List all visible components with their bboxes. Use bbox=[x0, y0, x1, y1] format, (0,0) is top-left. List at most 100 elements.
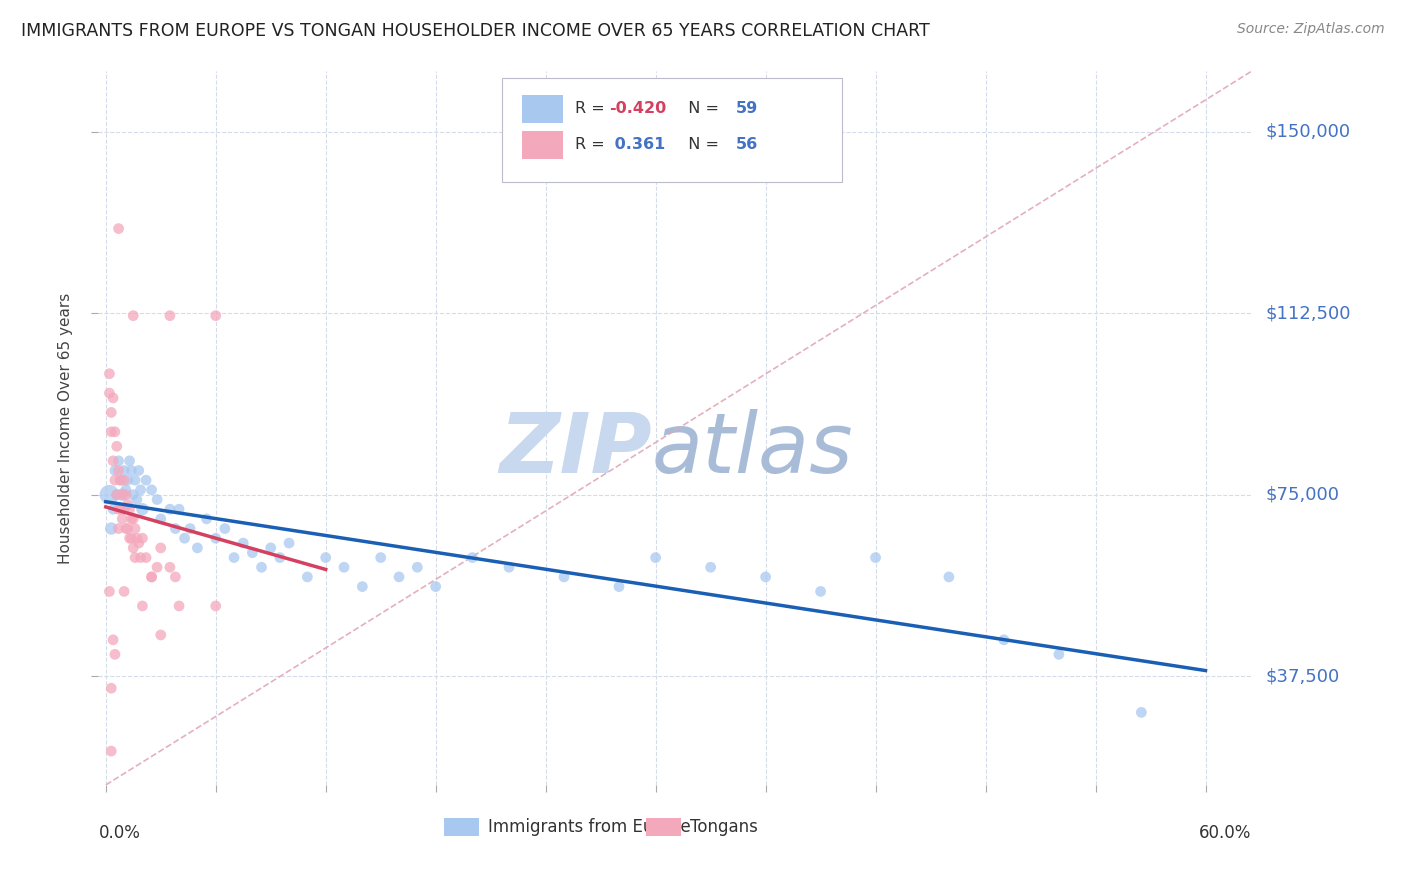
Point bbox=[810, 584, 832, 599]
Point bbox=[159, 309, 181, 323]
Y-axis label: Householder Income Over 65 years: Householder Income Over 65 years bbox=[58, 293, 73, 564]
Point bbox=[112, 502, 135, 516]
Point bbox=[104, 425, 127, 439]
Text: R =: R = bbox=[575, 101, 609, 116]
FancyBboxPatch shape bbox=[502, 78, 842, 182]
Point bbox=[352, 580, 374, 594]
Point bbox=[204, 599, 226, 613]
Point bbox=[101, 391, 124, 405]
Point bbox=[100, 681, 122, 696]
Point bbox=[104, 463, 127, 477]
Point bbox=[167, 599, 190, 613]
Point bbox=[755, 570, 778, 584]
Point bbox=[100, 744, 122, 758]
Point bbox=[122, 541, 145, 555]
Point bbox=[125, 531, 148, 545]
Point bbox=[159, 560, 181, 574]
Point bbox=[120, 512, 142, 526]
Point bbox=[553, 570, 575, 584]
Point bbox=[124, 522, 146, 536]
Point bbox=[104, 648, 127, 662]
Text: 0.361: 0.361 bbox=[609, 136, 665, 152]
Point bbox=[122, 309, 145, 323]
Text: $112,500: $112,500 bbox=[1265, 304, 1351, 322]
Point bbox=[278, 536, 301, 550]
Point bbox=[333, 560, 356, 574]
Point bbox=[124, 550, 146, 565]
Point bbox=[232, 536, 254, 550]
Point bbox=[111, 512, 134, 526]
Point bbox=[100, 425, 122, 439]
Point bbox=[179, 522, 201, 536]
Point bbox=[146, 560, 169, 574]
Point bbox=[110, 502, 132, 516]
Text: Source: ZipAtlas.com: Source: ZipAtlas.com bbox=[1237, 22, 1385, 37]
Point bbox=[131, 599, 153, 613]
Point bbox=[98, 367, 121, 381]
Point bbox=[105, 488, 128, 502]
Point bbox=[100, 522, 122, 536]
Point bbox=[607, 580, 630, 594]
Point bbox=[1047, 648, 1070, 662]
Text: R =: R = bbox=[575, 136, 609, 152]
Text: -0.420: -0.420 bbox=[609, 101, 666, 116]
Bar bbox=[444, 818, 479, 837]
Point bbox=[128, 463, 150, 477]
Text: $150,000: $150,000 bbox=[1265, 123, 1350, 141]
Point bbox=[117, 522, 139, 536]
Point bbox=[111, 488, 134, 502]
Point bbox=[250, 560, 273, 574]
Point bbox=[115, 483, 138, 497]
Point bbox=[993, 632, 1015, 647]
Text: atlas: atlas bbox=[652, 409, 853, 490]
Point bbox=[699, 560, 721, 574]
Point bbox=[112, 463, 135, 477]
Point bbox=[165, 522, 187, 536]
Point bbox=[98, 584, 121, 599]
Point bbox=[100, 405, 122, 419]
Point bbox=[107, 463, 129, 477]
Point bbox=[101, 632, 124, 647]
Point bbox=[107, 522, 129, 536]
Point bbox=[101, 454, 124, 468]
Bar bbox=[647, 818, 681, 837]
Point bbox=[938, 570, 960, 584]
Point bbox=[204, 531, 226, 545]
Point bbox=[115, 488, 138, 502]
Text: Tongans: Tongans bbox=[690, 818, 758, 836]
Point bbox=[135, 550, 157, 565]
Point bbox=[111, 488, 134, 502]
Point bbox=[135, 473, 157, 487]
Point bbox=[131, 502, 153, 516]
Point bbox=[122, 488, 145, 502]
Text: ZIP: ZIP bbox=[499, 409, 652, 490]
Point bbox=[117, 497, 139, 511]
Text: 60.0%: 60.0% bbox=[1199, 824, 1251, 842]
Text: 59: 59 bbox=[735, 101, 758, 116]
Point bbox=[107, 502, 129, 516]
Point bbox=[128, 536, 150, 550]
Point bbox=[195, 512, 218, 526]
Point bbox=[129, 483, 152, 497]
Point bbox=[105, 439, 128, 453]
Point bbox=[159, 502, 181, 516]
Point bbox=[461, 550, 484, 565]
Point bbox=[98, 488, 121, 502]
Point bbox=[269, 550, 291, 565]
Point bbox=[141, 570, 163, 584]
Point bbox=[118, 502, 141, 516]
Text: $75,000: $75,000 bbox=[1265, 485, 1340, 504]
Point bbox=[105, 488, 128, 502]
Point bbox=[214, 522, 236, 536]
Point bbox=[149, 628, 172, 642]
Point bbox=[141, 483, 163, 497]
Point bbox=[1130, 706, 1153, 720]
Point bbox=[104, 473, 127, 487]
Text: Immigrants from Europe: Immigrants from Europe bbox=[488, 818, 690, 836]
Text: $37,500: $37,500 bbox=[1265, 667, 1340, 685]
Text: N =: N = bbox=[678, 136, 724, 152]
Point bbox=[120, 531, 142, 545]
Point bbox=[146, 492, 169, 507]
Text: 56: 56 bbox=[735, 136, 758, 152]
Point bbox=[112, 584, 135, 599]
